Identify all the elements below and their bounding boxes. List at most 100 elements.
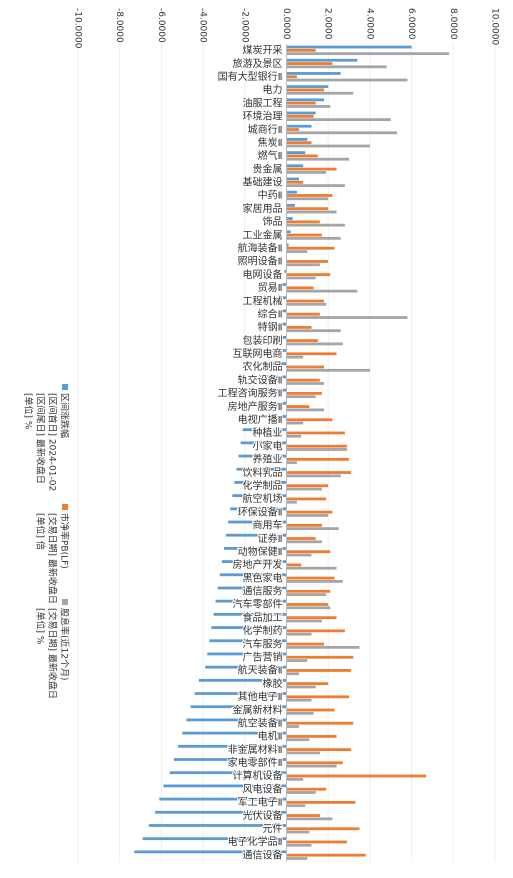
bar [286,365,325,369]
bar [286,603,329,606]
bar [286,632,312,636]
bar [286,138,308,141]
y-tick-label: 元件 [263,823,283,835]
bar [286,45,412,49]
x-tick-label: -2.0000 [239,8,249,43]
bar [286,223,345,227]
y-tick-label: 汽车零部件 [233,598,283,611]
bar [286,98,325,102]
bar [286,523,322,527]
legend-detail: [单位] % [35,608,47,645]
bar [198,678,287,682]
bar [267,362,287,366]
y-tick-label: 化学制品 [243,479,283,492]
bar [286,471,352,474]
y-tick-label: 家电零部件Ⅱ [228,756,283,769]
bar [155,810,287,814]
y-tick-label: 航空装备Ⅱ [238,716,283,729]
bar [286,434,302,438]
bar [286,418,333,422]
bar [219,573,287,577]
x-tick-label: -10.0000 [73,8,83,49]
bar [273,322,287,326]
bar [286,312,320,316]
bar [286,751,320,755]
bar [286,101,316,105]
bar [217,586,287,590]
bar [286,510,333,514]
bar [240,441,287,445]
bar [134,850,287,854]
bar [286,672,300,676]
bar [142,837,287,841]
legend-detail: [单位] % [23,393,35,430]
y-tick-label: 种植业 [253,426,283,439]
bar [286,405,310,408]
bar [286,448,347,451]
y-tick-label: 黑色家电 [243,571,283,584]
bar [286,289,358,293]
y-tick-label: 互联网电商 [233,347,283,360]
bar [286,105,331,108]
legend-swatch [62,504,68,510]
bar [286,774,427,778]
legend-detail: [交易日期] 最新收盘日 [47,608,59,699]
bar [226,533,287,537]
bar [286,593,327,596]
bar [286,190,297,194]
bar [286,645,360,649]
bar [286,131,398,135]
bar [286,167,337,171]
bar [286,395,316,399]
bar [286,695,350,699]
bar [286,698,312,702]
bar [286,85,329,89]
bar [286,276,316,280]
bar [286,761,343,765]
bar [286,368,370,372]
legend-label: 区间涨跌幅 [59,393,71,438]
bar [286,553,312,557]
bar [286,184,345,187]
bar [253,415,287,418]
bar [286,540,322,544]
bar [242,428,287,432]
bar [286,378,320,382]
y-tick-label: 金属新材料 [233,703,283,716]
y-tick-label: 光伏设备 [243,809,283,822]
bar [286,616,337,620]
bar [286,764,337,768]
y-tick-label: 旅游及景区 [233,57,283,70]
bar [286,52,450,56]
y-tick-label: 贸易Ⅱ [258,282,283,294]
y-tick-label: 农化制品 [243,360,283,373]
bar [286,619,322,623]
bar [286,111,316,115]
bar [286,421,304,425]
bar [286,550,331,554]
bar [286,326,312,329]
bar [286,735,337,738]
bar [173,758,287,761]
bar [221,560,287,563]
x-tick-label: 6.0000 [406,8,416,40]
bar [286,843,312,847]
bar [286,72,341,75]
bar [286,748,352,752]
y-tick-label: 小家电 [253,439,283,452]
x-tick-label: 10.0000 [490,8,500,45]
y-tick-label: 焦炭Ⅱ [258,136,283,149]
y-tick-label: 军工电子Ⅱ [238,796,283,809]
bar [286,58,358,62]
y-tick-label: 环境治理 [243,110,283,123]
y-tick-label: 基础建设 [243,176,283,189]
bar [286,817,333,821]
bar [263,388,287,392]
bar [286,457,350,461]
bar [286,827,360,831]
bar [238,454,287,458]
y-tick-label: 贵金属 [253,162,283,175]
x-tick-label: 0.0000 [281,8,291,40]
bar [286,589,331,593]
bar [286,659,308,662]
